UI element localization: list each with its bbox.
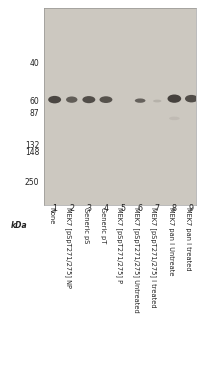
Text: Generic pT: Generic pT xyxy=(100,207,106,244)
Text: MEK7 [pSpT271/275] Untreated: MEK7 [pSpT271/275] Untreated xyxy=(133,207,140,313)
Text: Generic pS: Generic pS xyxy=(83,207,89,244)
Text: 6: 6 xyxy=(138,204,143,213)
Text: 8: 8 xyxy=(172,204,177,213)
Ellipse shape xyxy=(66,97,77,103)
Text: 3: 3 xyxy=(86,204,91,213)
Text: 5: 5 xyxy=(120,204,126,213)
Text: MEK7 pan l treated: MEK7 pan l treated xyxy=(185,207,191,271)
Text: 4: 4 xyxy=(103,204,108,213)
Text: kDa: kDa xyxy=(11,221,27,230)
Text: 87: 87 xyxy=(30,109,39,118)
Ellipse shape xyxy=(153,100,161,102)
Text: 7: 7 xyxy=(155,204,160,213)
Ellipse shape xyxy=(185,95,198,102)
Ellipse shape xyxy=(135,99,145,103)
Text: None: None xyxy=(49,207,55,224)
Text: MEK7 pan l Untreate: MEK7 pan l Untreate xyxy=(168,207,174,276)
Text: MEK7 [pSpT271/275] NP: MEK7 [pSpT271/275] NP xyxy=(65,207,72,288)
Text: 2: 2 xyxy=(69,204,74,213)
Text: 148: 148 xyxy=(25,149,39,158)
Ellipse shape xyxy=(82,96,95,103)
Text: 1: 1 xyxy=(52,204,57,213)
Text: MEK7 [pSpT271/275] l treated: MEK7 [pSpT271/275] l treated xyxy=(150,207,157,308)
Ellipse shape xyxy=(99,96,112,103)
Ellipse shape xyxy=(169,117,180,120)
Text: 60: 60 xyxy=(30,97,39,106)
Text: MEK7 [pSpT271/275] P: MEK7 [pSpT271/275] P xyxy=(116,207,123,283)
Text: 9: 9 xyxy=(189,204,194,213)
Text: 250: 250 xyxy=(25,178,39,187)
Ellipse shape xyxy=(48,96,61,103)
Ellipse shape xyxy=(167,95,181,103)
Text: 132: 132 xyxy=(25,140,39,149)
Text: 40: 40 xyxy=(30,59,39,68)
